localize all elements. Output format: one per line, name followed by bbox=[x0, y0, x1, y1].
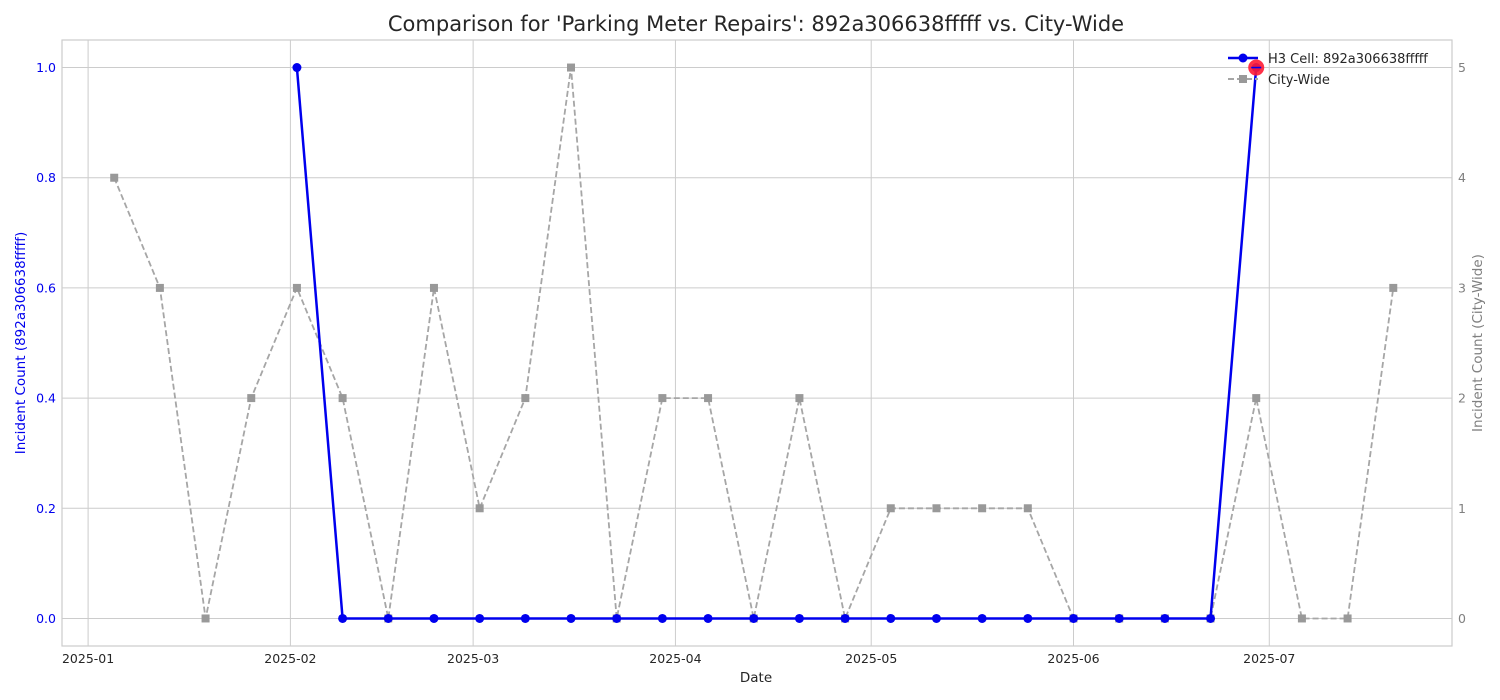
y-right-tick-label: 5 bbox=[1458, 60, 1466, 75]
legend-marker-citywide bbox=[1239, 75, 1247, 83]
data-point-citywide bbox=[567, 63, 576, 72]
legend-label-h3: H3 Cell: 892a306638fffff bbox=[1268, 52, 1428, 67]
data-point-h3 bbox=[977, 613, 987, 623]
y-right-tick-label: 1 bbox=[1458, 501, 1466, 516]
y-right-tick-label: 3 bbox=[1458, 280, 1466, 295]
plot-frame bbox=[61, 39, 1453, 647]
y-left-tick-label: 0.4 bbox=[36, 391, 56, 406]
legend: H3 Cell: 892a306638fffff City-Wide bbox=[1228, 52, 1428, 88]
data-point-h3 bbox=[931, 613, 941, 623]
data-point-citywide bbox=[201, 614, 210, 623]
data-point-h3 bbox=[520, 613, 530, 623]
data-point-h3 bbox=[1160, 613, 1170, 623]
series-layer bbox=[110, 59, 1398, 623]
y-left-tick-label: 1.0 bbox=[36, 60, 56, 75]
data-point-h3 bbox=[794, 613, 804, 623]
y-left-tick-label: 0.0 bbox=[36, 611, 56, 626]
x-tick-label: 2025-01 bbox=[62, 651, 114, 666]
x-tick-label: 2025-02 bbox=[264, 651, 316, 666]
legend-marker-h3 bbox=[1238, 53, 1248, 63]
data-point-h3 bbox=[1206, 613, 1216, 623]
data-point-citywide bbox=[704, 394, 713, 403]
data-point-h3 bbox=[429, 613, 439, 623]
data-point-h3 bbox=[749, 613, 759, 623]
data-point-h3 bbox=[840, 613, 850, 623]
series-line-citywide bbox=[113, 67, 1395, 622]
data-point-citywide bbox=[658, 394, 667, 403]
data-point-h3 bbox=[886, 613, 896, 623]
y-axis-left-label: Incident Count (892a306638fffff) bbox=[13, 232, 29, 455]
data-point-citywide bbox=[978, 504, 987, 513]
data-point-h3 bbox=[1114, 613, 1124, 623]
data-point-citywide bbox=[1389, 283, 1398, 292]
data-point-citywide bbox=[1252, 394, 1261, 403]
x-tick-label: 2025-06 bbox=[1047, 651, 1099, 666]
series-line-h3 bbox=[295, 67, 1258, 620]
y-right-tick-label: 4 bbox=[1458, 170, 1466, 185]
x-tick-label: 2025-07 bbox=[1243, 651, 1295, 666]
y-left-tick-label: 0.8 bbox=[36, 170, 56, 185]
data-point-citywide bbox=[886, 504, 895, 513]
legend-label-citywide: City-Wide bbox=[1268, 73, 1330, 88]
data-point-citywide bbox=[1023, 504, 1032, 513]
y-right-tick-label: 0 bbox=[1458, 611, 1466, 626]
x-axis-label: Date bbox=[740, 670, 772, 686]
data-point-h3 bbox=[338, 613, 348, 623]
data-point-h3 bbox=[703, 613, 713, 623]
data-point-h3 bbox=[612, 613, 622, 623]
data-point-h3 bbox=[475, 613, 485, 623]
data-point-citywide bbox=[247, 394, 256, 403]
data-point-citywide bbox=[110, 173, 119, 182]
data-point-citywide bbox=[429, 283, 438, 292]
data-point-citywide bbox=[1343, 614, 1352, 623]
y-right-tick-label: 2 bbox=[1458, 391, 1466, 406]
x-tick-label: 2025-05 bbox=[845, 651, 897, 666]
data-point-citywide bbox=[155, 283, 164, 292]
data-point-h3 bbox=[383, 613, 393, 623]
data-point-citywide bbox=[338, 394, 347, 403]
data-point-h3 bbox=[1069, 613, 1079, 623]
grid bbox=[62, 40, 1452, 646]
chart-title: Comparison for 'Parking Meter Repairs': … bbox=[388, 12, 1124, 36]
data-point-citywide bbox=[1297, 614, 1306, 623]
x-tick-label: 2025-03 bbox=[447, 651, 499, 666]
y-left-tick-label: 0.2 bbox=[36, 501, 56, 516]
data-point-h3 bbox=[566, 613, 576, 623]
tick-labels: 2025-01 2025-02 2025-03 2025-04 2025-05 2025-… bbox=[36, 60, 1466, 666]
data-point-h3 bbox=[1023, 613, 1033, 623]
data-point-citywide bbox=[932, 504, 941, 513]
data-point-citywide bbox=[475, 504, 484, 513]
data-point-citywide bbox=[795, 394, 804, 403]
data-point-citywide bbox=[292, 283, 301, 292]
y-left-tick-label: 0.6 bbox=[36, 280, 56, 295]
data-point-h3 bbox=[292, 63, 302, 73]
y-axis-right-label: Incident Count (City-Wide) bbox=[1470, 254, 1486, 432]
data-point-citywide bbox=[521, 394, 530, 403]
data-point-h3 bbox=[657, 613, 667, 623]
x-tick-label: 2025-04 bbox=[649, 651, 701, 666]
